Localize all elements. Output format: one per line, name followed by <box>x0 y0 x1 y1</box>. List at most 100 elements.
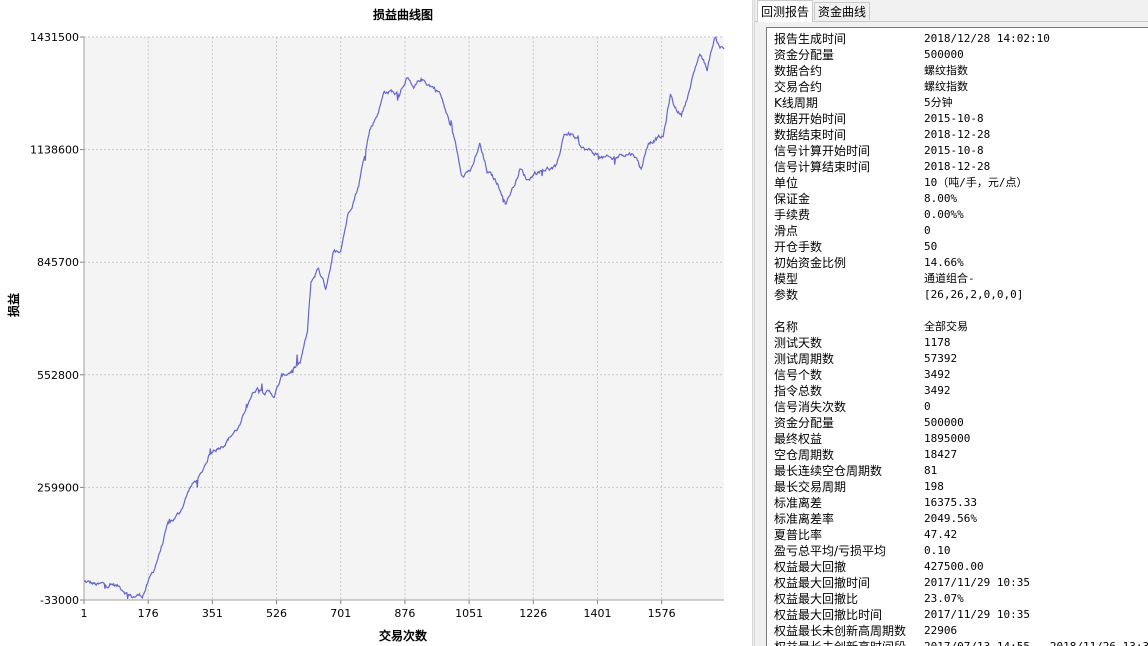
report-row-key: 权益最大回撤比时间 <box>774 608 883 622</box>
report-row-key: 夏普比率 <box>774 528 823 542</box>
report-row-value: 2017/11/29 10:35 <box>924 608 1030 621</box>
report-row-key: 标准离差率 <box>774 512 835 526</box>
report-row-key: 信号计算结束时间 <box>774 160 871 174</box>
x-tick-label: 876 <box>394 607 415 620</box>
y-tick-label: -33000 <box>40 594 79 607</box>
report-row-key: 权益最大回撤时间 <box>774 576 871 590</box>
report-row-value: 500000 <box>924 416 964 429</box>
y-tick-label: 259900 <box>37 481 79 494</box>
report-list[interactable]: 报告生成时间 2018/12/28 14:02:10 资金分配量 500000 数据合约… <box>766 27 1148 646</box>
report-row-value: 2018/12/28 14:02:10 <box>924 32 1050 45</box>
report-row-value: 2018-12-28 <box>924 128 991 141</box>
report-row-value: 2015-10-8 <box>924 112 984 125</box>
report-row-value: 5分钟 <box>924 96 953 109</box>
report-row-value: 3492 <box>924 368 951 381</box>
report-row-value: 2017/07/13 14:55 - 2018/11/26 13:30 <box>924 639 1148 646</box>
report-row-value: 1895000 <box>924 432 971 445</box>
report-row-key: 手续费 <box>774 208 811 222</box>
report-row-value: 23.07% <box>924 592 964 605</box>
report-row-key: 最终权益 <box>774 432 823 446</box>
report-row-value: 427500.00 <box>924 560 984 573</box>
report-row-value: 2018-12-28 <box>924 160 991 173</box>
tab-underline <box>755 21 1148 22</box>
report-row-value: 10（吨/手，元/点） <box>924 176 1028 189</box>
report-row-key: 模型 <box>774 272 799 286</box>
equity-curve-chart: 损益曲线图 -33000 259900 552800 845700 1138600 143… <box>6 7 725 643</box>
report-row-key: 测试周期数 <box>774 352 835 366</box>
x-axis-label: 交易次数 <box>379 628 428 643</box>
report-row-value: 2049.56% <box>924 512 977 525</box>
report-row-value: 47.42 <box>924 528 958 541</box>
report-row-key: 最长交易周期 <box>774 480 847 494</box>
report-row-value: 57392 <box>924 352 958 365</box>
report-row-key: 资金分配量 <box>774 416 835 430</box>
report-row-key: 指令总数 <box>774 384 823 398</box>
report-row-key: 保证金 <box>774 192 811 206</box>
report-row-value: 3492 <box>924 384 951 397</box>
report-row-key: 盈亏总平均/亏损平均 <box>774 544 887 558</box>
report-row-value: 198 <box>924 480 944 493</box>
report-row-value: 0.10 <box>924 544 951 557</box>
report-row-key: 信号消失次数 <box>774 400 847 414</box>
report-row-value: 500000 <box>924 48 964 61</box>
report-row-key: 权益最大回撤比 <box>774 592 859 606</box>
report-row-value: 14.66% <box>924 256 964 269</box>
x-tick-label: 1 <box>81 607 88 620</box>
splitter[interactable] <box>752 0 755 646</box>
report-row-key: 最长连续空仓周期数 <box>774 464 883 478</box>
report-row-key: 滑点 <box>774 224 799 238</box>
plot-area <box>84 37 724 600</box>
equity-chart-panel: 损益曲线图 -33000 259900 552800 845700 1138600 143… <box>6 7 725 643</box>
report-row-value: 16375.33 <box>924 496 977 509</box>
x-tick-label: 1401 <box>583 607 611 620</box>
grid-layer <box>83 36 724 601</box>
report-row-value: 0.00%% <box>924 208 964 221</box>
report-row-key: 数据开始时间 <box>774 112 847 126</box>
report-row-key: 开仓手数 <box>774 240 823 254</box>
report-row-value: 螺纹指数 <box>924 80 968 93</box>
report-row-key: 标准离差 <box>774 496 823 510</box>
report-row-key: 报告生成时间 <box>774 32 847 46</box>
x-tick-label: 351 <box>202 607 223 620</box>
report-row-value: 0 <box>924 400 931 413</box>
report-row-key: 权益最长未创新高时间段 <box>774 639 906 646</box>
report-row-key: 信号个数 <box>774 368 823 382</box>
x-tick-label: 1051 <box>455 607 483 620</box>
report-row-key: 单位 <box>774 176 799 190</box>
report-row-value: 1178 <box>924 336 951 349</box>
report-row-value: 50 <box>924 240 938 253</box>
report-row-value: 通道组合- <box>924 272 975 285</box>
report-row-value: 螺纹指数 <box>924 64 968 77</box>
y-tick-label: 552800 <box>37 369 79 382</box>
report-row-key: 信号计算开始时间 <box>774 144 871 158</box>
chart-title: 损益曲线图 <box>373 7 433 22</box>
y-axis-label: 损益 <box>6 293 21 317</box>
x-tick-label: 701 <box>330 607 351 620</box>
y-tick-label: 845700 <box>37 256 79 269</box>
report-row-key: 参数 <box>774 288 799 302</box>
report-row-key: 资金分配量 <box>774 48 835 62</box>
report-row-key: 空仓周期数 <box>774 448 835 462</box>
x-tick-label: 176 <box>138 607 159 620</box>
tick-layer: -33000 259900 552800 845700 1138600 1431500 1 1… <box>30 31 724 620</box>
report-row-value: [26,26,2,0,0,0] <box>924 288 1024 301</box>
report-row-key: K线周期 <box>774 96 818 110</box>
y-tick-label: 1431500 <box>30 31 79 44</box>
report-row-key: 初始资金比例 <box>774 256 847 270</box>
tab-bar: 回测报告 资金曲线 <box>755 0 1148 22</box>
report-row-value: 0 <box>924 224 931 237</box>
x-tick-label: 526 <box>266 607 287 620</box>
x-tick-label: 1226 <box>519 607 547 620</box>
x-tick-label: 1576 <box>648 607 676 620</box>
report-row-value: 全部交易 <box>924 320 968 333</box>
report-row-key: 数据合约 <box>774 64 823 78</box>
tab-equity-curve[interactable]: 资金曲线 <box>814 2 870 20</box>
report-row-key: 数据结束时间 <box>774 128 847 142</box>
report-row-value: 2015-10-8 <box>924 144 984 157</box>
report-row-key: 名称 <box>774 320 799 334</box>
report-panel: 回测报告 资金曲线 报告生成时间 2018/12/28 14:02:10 资金分配量… <box>755 0 1148 646</box>
tab-backtest-report[interactable]: 回测报告 <box>757 0 813 22</box>
report-row-value: 2017/11/29 10:35 <box>924 576 1030 589</box>
report-row-value: 18427 <box>924 448 958 461</box>
report-row-value: 22906 <box>924 624 958 637</box>
